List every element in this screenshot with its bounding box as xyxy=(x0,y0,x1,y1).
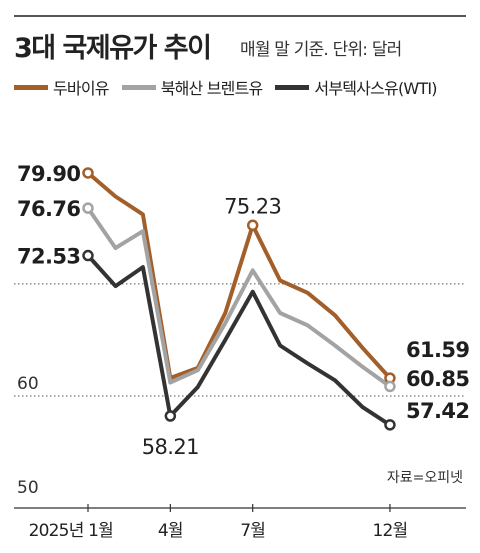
legend-swatch-wti xyxy=(275,84,310,90)
data-point-marker xyxy=(384,419,396,431)
data-point-marker xyxy=(82,202,94,214)
legend-label-dubai: 두바이유 xyxy=(53,79,109,98)
series-line-0 xyxy=(86,170,392,381)
legend: 두바이유 북해산 브렌트유 서부텍사스유(WTI) xyxy=(14,76,450,98)
x-tick-label: 7월 xyxy=(240,521,265,541)
legend-swatch-brent xyxy=(121,84,156,90)
data-point-marker xyxy=(246,219,259,232)
data-label: 57.42 xyxy=(406,399,469,423)
source-note: 자료=오피넷 xyxy=(387,470,463,486)
legend-label-brent: 북해산 브렌트유 xyxy=(160,79,264,98)
data-label: 76.76 xyxy=(17,197,80,221)
y-tick-label: 50 xyxy=(17,478,39,498)
chart-subtitle: 매월 말 기준. 단위: 달러 xyxy=(240,40,402,60)
data-label: 60.85 xyxy=(406,367,469,391)
top-rule xyxy=(14,15,466,17)
series-line-2 xyxy=(86,253,392,427)
x-tick-label: 12월 xyxy=(373,521,408,541)
x-tick-label: 2025년 1월 xyxy=(29,521,113,541)
data-label: 75.23 xyxy=(224,194,281,218)
data-point-marker xyxy=(164,410,177,422)
x-tick-label: 4월 xyxy=(158,521,183,541)
data-point-marker xyxy=(82,249,94,262)
data-label: 79.90 xyxy=(17,162,80,186)
chart-title: 3대 국제유가 추이 xyxy=(14,33,212,64)
data-label: 72.53 xyxy=(17,245,80,269)
legend-item-dubai: 두바이유 xyxy=(14,75,109,99)
legend-item-wti: 서부텍사스유(WTI) xyxy=(275,75,438,99)
data-label: 61.59 xyxy=(406,338,469,362)
series-line-1 xyxy=(86,206,392,389)
data-point-marker xyxy=(82,167,94,179)
legend-swatch-dubai xyxy=(14,84,48,90)
data-point-marker xyxy=(384,380,396,393)
data-label: 58.21 xyxy=(142,435,199,459)
y-tick-label: 60 xyxy=(17,374,39,394)
legend-label-wti: 서부텍사스유(WTI) xyxy=(314,79,437,98)
legend-item-brent: 북해산 브렌트유 xyxy=(121,75,264,99)
